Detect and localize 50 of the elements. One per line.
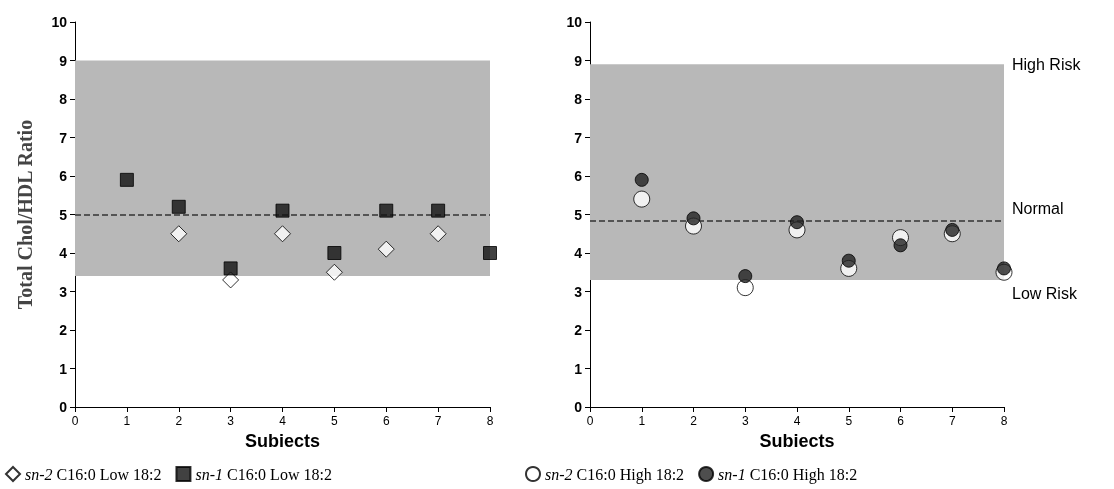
x-axis-title: Subiects <box>244 430 321 451</box>
y-tick-label: 1 <box>574 360 583 377</box>
x-tick-label: 4 <box>279 414 287 428</box>
y-tick-label: 4 <box>59 245 68 261</box>
legend-label: sn-2 C16:0 Low 18:2 <box>25 465 162 483</box>
x-tick-label: 0 <box>71 414 79 428</box>
text: High Risk <box>1012 55 1082 73</box>
legend-label: sn-1 C16:0 High 18:2 <box>718 465 858 484</box>
y-tick-label: 6 <box>574 168 583 184</box>
y-tick-label: 1 <box>59 360 68 377</box>
legend-label: sn-2 C16:0 High 18:2 <box>545 465 685 484</box>
y-tick-label: 8 <box>59 91 68 107</box>
legend-label: sn-1 C16:0 Low 18:2 <box>195 465 332 483</box>
y-tick-label: 3 <box>59 283 68 300</box>
x-tick-label: 8 <box>1000 414 1008 428</box>
x-tick-label: 7 <box>948 414 956 428</box>
x-tick-label: 0 <box>586 414 594 428</box>
x-tick-label: 2 <box>690 414 698 428</box>
y-tick-label: 9 <box>59 52 68 69</box>
x-tick-label: 3 <box>227 414 235 428</box>
x-tick-label: 7 <box>434 414 442 428</box>
x-tick-label: 8 <box>486 414 494 428</box>
x-tick-label: 5 <box>845 414 853 428</box>
x-tick-label: 6 <box>897 414 905 428</box>
y-axis-title: Total Chol/HDL Ratio <box>14 119 36 310</box>
y-tick-label: 7 <box>59 129 68 146</box>
x-tick-label: 2 <box>175 414 183 428</box>
text: Low Risk <box>1012 285 1078 303</box>
y-tick-label: 5 <box>574 206 583 223</box>
y-tick-label: 7 <box>574 129 583 146</box>
x-tick-label: 5 <box>331 414 339 428</box>
y-tick-label: 4 <box>574 245 583 261</box>
y-tick-label: 10 <box>566 14 583 30</box>
y-tick-label: 8 <box>574 91 583 107</box>
y-tick-label: 9 <box>574 52 583 69</box>
text: Normal <box>1012 199 1064 217</box>
y-tick-label: 5 <box>59 206 68 223</box>
x-tick-label: 6 <box>382 414 390 428</box>
y-tick-label: 2 <box>574 322 583 338</box>
y-tick-label: 6 <box>59 168 68 184</box>
x-tick-label: 1 <box>638 414 646 428</box>
x-axis-title: Subiects <box>759 430 835 451</box>
x-tick-label: 3 <box>741 414 749 428</box>
y-tick-label: 0 <box>59 399 68 415</box>
x-tick-label: 4 <box>793 414 801 428</box>
x-tick-label: 1 <box>123 414 131 428</box>
y-tick-label: 3 <box>574 283 583 300</box>
y-tick-label: 10 <box>51 14 68 30</box>
y-tick-label: 0 <box>574 399 583 415</box>
y-tick-label: 2 <box>59 322 68 338</box>
